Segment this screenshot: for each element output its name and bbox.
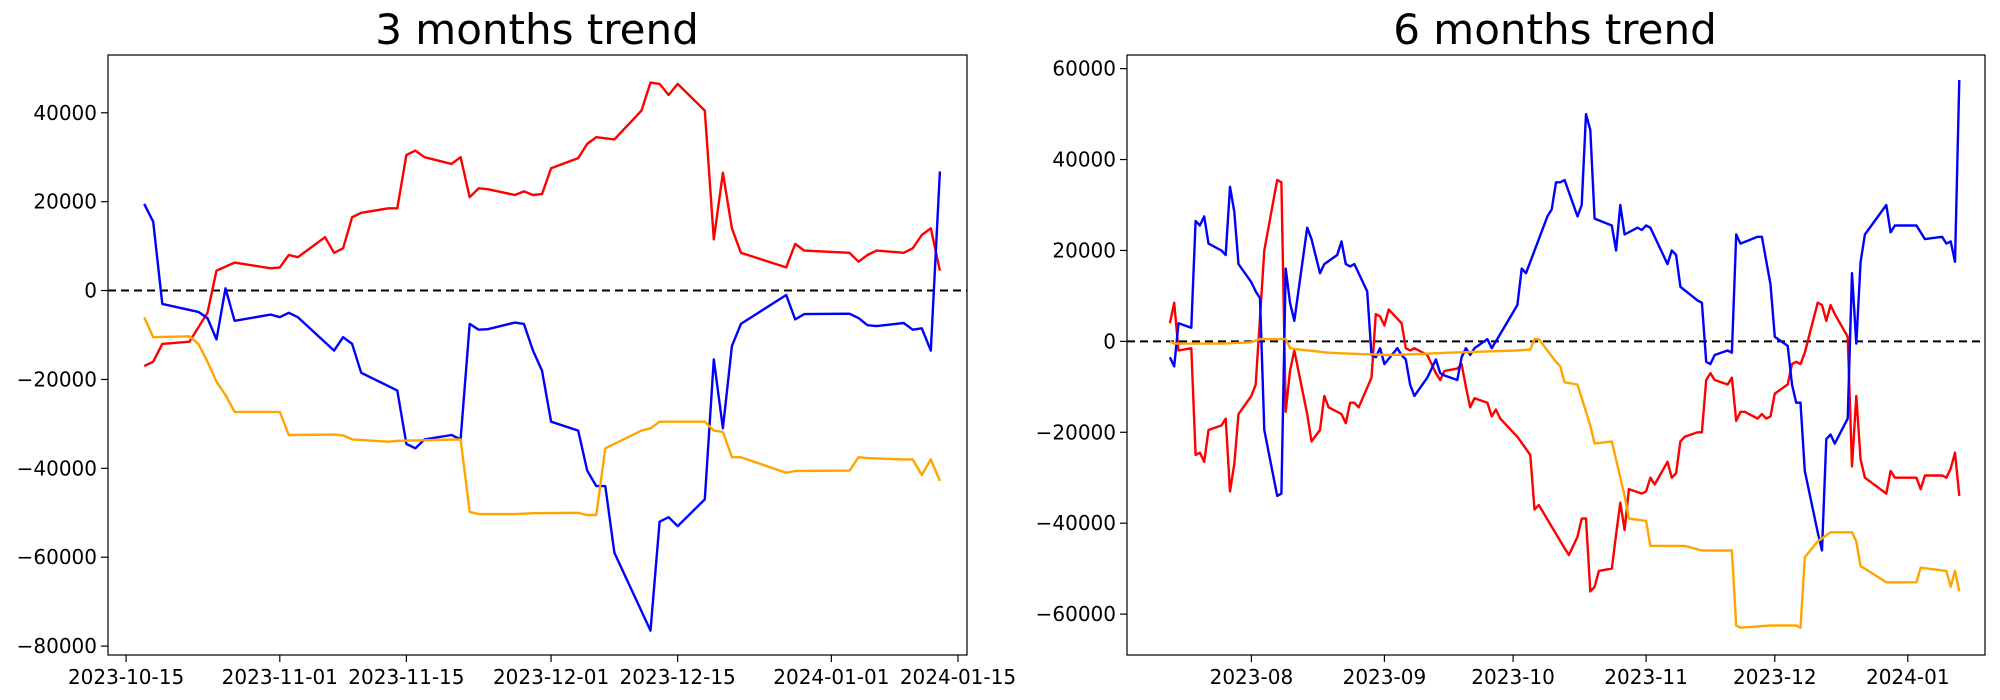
x-tick-label: 2023-10 — [1471, 665, 1555, 689]
chart-3-months-trend: 3 months trend −80000 −60000 −40000 −20000 0… — [17, 5, 1016, 689]
series-line-2 — [1168, 79, 1961, 552]
series-line-1 — [1168, 178, 1961, 593]
x-tick-label: 2023-09 — [1343, 665, 1427, 689]
x-tick-label: 2024-01 — [1866, 665, 1950, 689]
x-tick-label: 2023-11 — [1604, 665, 1688, 689]
y-tick-label: −60000 — [1036, 602, 1116, 626]
y-tick-label: 40000 — [1052, 148, 1116, 172]
x-tick-label: 2023-12 — [1733, 665, 1817, 689]
plot-frame — [107, 54, 968, 656]
x-tick-label: 2023-11-15 — [348, 665, 464, 689]
y-tick-label: 60000 — [1052, 57, 1116, 81]
series-line-1 — [143, 81, 942, 368]
y-tick-label: 20000 — [1052, 238, 1116, 262]
y-tick-label: 0 — [1103, 329, 1116, 353]
x-tick-label: 2023-08 — [1210, 665, 1294, 689]
chart-6-months-trend: 6 months trend −60000 −40000 −20000 0 20000 4… — [1036, 5, 1986, 689]
plot-frame — [1126, 54, 1986, 656]
x-tick-label: 2023-12-15 — [620, 665, 736, 689]
y-tick-label: −40000 — [17, 456, 97, 480]
y-tick-label: −20000 — [17, 367, 97, 391]
series-line-2 — [143, 171, 942, 632]
x-tick-label: 2023-11-01 — [222, 665, 338, 689]
series-line-3 — [143, 316, 942, 517]
y-tick-label: 20000 — [33, 190, 97, 214]
x-tick-label: 2024-01-15 — [900, 665, 1016, 689]
y-tick-label: 40000 — [33, 101, 97, 125]
x-tick-label: 2024-01-01 — [773, 665, 889, 689]
y-tick-label: −20000 — [1036, 420, 1116, 444]
y-tick-label: −80000 — [17, 634, 97, 658]
series-line-3 — [1169, 337, 1961, 629]
chart-title: 3 months trend — [375, 5, 699, 54]
y-tick-label: −40000 — [1036, 511, 1116, 535]
x-tick-label: 2023-10-15 — [68, 665, 184, 689]
chart-title: 6 months trend — [1393, 5, 1717, 54]
y-tick-label: 0 — [84, 279, 97, 303]
y-tick-label: −60000 — [17, 545, 97, 569]
x-tick-label: 2023-12-01 — [493, 665, 609, 689]
